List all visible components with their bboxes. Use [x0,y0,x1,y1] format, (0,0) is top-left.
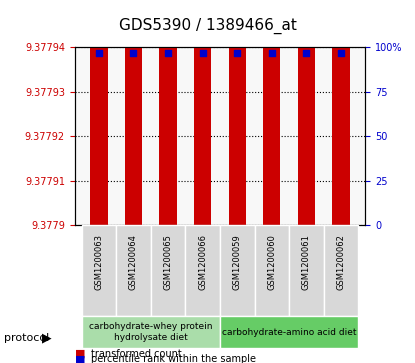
Text: GSM1200061: GSM1200061 [302,234,311,290]
Bar [298,0,315,225]
Text: carbohydrate-whey protein
hydrolysate diet: carbohydrate-whey protein hydrolysate di… [89,322,212,342]
Point [95,50,102,56]
Point [303,50,310,56]
FancyBboxPatch shape [289,225,324,316]
Text: percentile rank within the sample: percentile rank within the sample [91,354,256,363]
Bar [263,0,281,225]
Point [199,50,206,56]
Bar [229,0,246,225]
Point [338,50,344,56]
FancyBboxPatch shape [116,225,151,316]
Text: GSM1200066: GSM1200066 [198,234,207,290]
Point [165,50,171,56]
Point [234,50,241,56]
Text: GSM1200059: GSM1200059 [233,234,242,290]
Text: GSM1200060: GSM1200060 [267,234,276,290]
Text: protocol: protocol [4,333,49,343]
FancyBboxPatch shape [254,225,289,316]
Text: ■: ■ [75,354,85,363]
FancyBboxPatch shape [151,225,186,316]
Text: GDS5390 / 1389466_at: GDS5390 / 1389466_at [119,17,296,33]
FancyBboxPatch shape [82,225,116,316]
Text: carbohydrate-amino acid diet: carbohydrate-amino acid diet [222,328,356,337]
Text: GSM1200063: GSM1200063 [94,234,103,290]
Bar [159,0,177,225]
FancyBboxPatch shape [82,316,220,348]
FancyBboxPatch shape [186,225,220,316]
FancyBboxPatch shape [324,225,358,316]
Text: transformed count: transformed count [91,349,182,359]
Bar [194,0,211,225]
Bar [332,0,349,225]
Bar [90,0,107,225]
Point [269,50,275,56]
Text: ▶: ▶ [42,331,51,344]
Text: GSM1200064: GSM1200064 [129,234,138,290]
Bar [125,0,142,225]
FancyBboxPatch shape [220,225,254,316]
Point [130,50,137,56]
Text: GSM1200062: GSM1200062 [337,234,346,290]
FancyBboxPatch shape [220,316,358,348]
Text: ■: ■ [75,349,85,359]
Text: GSM1200065: GSM1200065 [164,234,173,290]
